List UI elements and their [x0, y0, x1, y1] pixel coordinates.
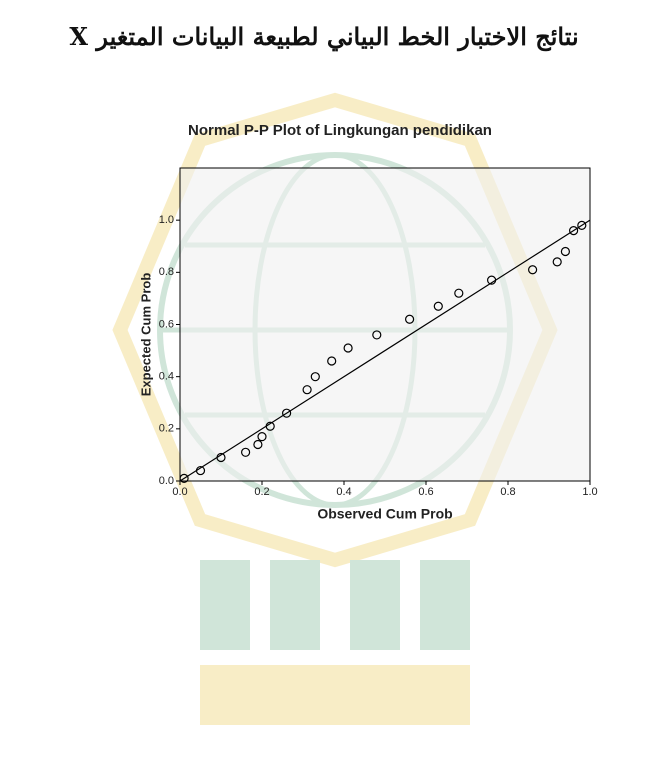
- x-tick-label: 1.0: [582, 486, 597, 498]
- y-tick-label: 0.8: [159, 266, 174, 278]
- x-tick-label: 0.0: [172, 486, 187, 498]
- page: {"heading": "نتائج الاختبار الخط البياني…: [0, 0, 648, 778]
- x-tick-label: 0.2: [254, 486, 269, 498]
- y-tick-label: 0.0: [159, 475, 174, 487]
- plot-area: [180, 168, 590, 481]
- x-tick-label: 0.6: [418, 486, 433, 498]
- y-axis-label: Expected Cum Prob: [138, 273, 153, 397]
- y-tick-label: 0.4: [159, 371, 174, 383]
- chart-title: Normal P-P Plot of Lingkungan pendidikan: [188, 122, 492, 139]
- y-tick-label: 0.2: [159, 423, 174, 435]
- x-tick-label: 0.4: [336, 486, 351, 498]
- y-tick-label: 1.0: [159, 214, 174, 226]
- chart: Normal P-P Plot of Lingkungan pendidikan…: [0, 0, 648, 778]
- y-tick-label: 0.6: [159, 318, 174, 330]
- x-axis-label: Observed Cum Prob: [317, 506, 452, 522]
- x-tick-label: 0.8: [500, 486, 515, 498]
